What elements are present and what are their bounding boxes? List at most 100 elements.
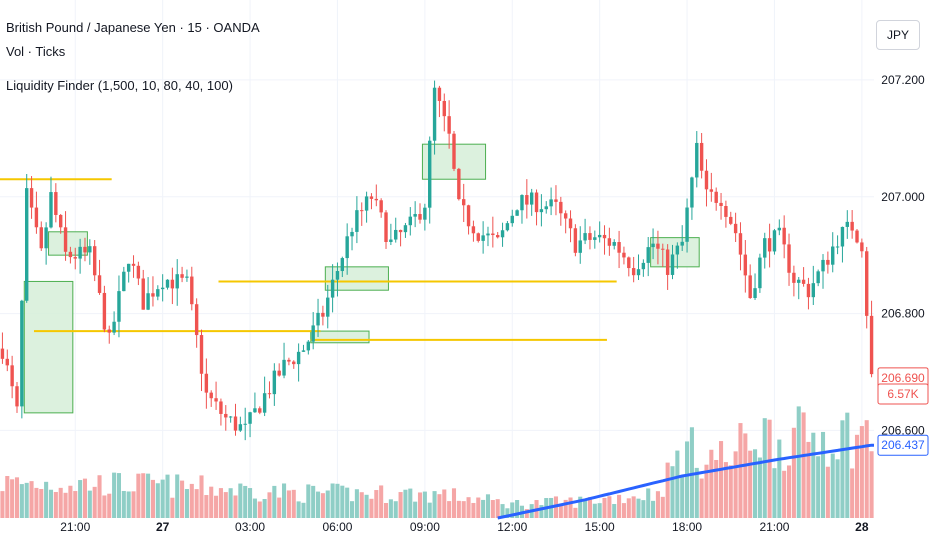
candle-body — [680, 241, 684, 246]
volume-bar — [112, 472, 117, 518]
candle-body — [83, 246, 87, 253]
volume-bar — [184, 489, 189, 518]
volume-bar — [437, 494, 442, 518]
candle-body — [685, 207, 689, 242]
candle — [151, 276, 155, 307]
candle-body — [486, 233, 490, 236]
candle-body — [228, 416, 233, 418]
candle — [656, 230, 660, 265]
volume-bar — [568, 497, 573, 518]
candle-body — [389, 239, 393, 242]
candle — [326, 284, 330, 329]
candle-body — [534, 192, 539, 213]
candle-body — [262, 393, 267, 413]
liquidity-zones — [23, 143, 700, 414]
candle-body — [661, 248, 665, 250]
candle-body — [214, 398, 218, 402]
candle — [141, 269, 145, 310]
candle — [301, 344, 306, 352]
candle — [767, 223, 772, 268]
volume-bar — [816, 456, 821, 518]
candle-body — [423, 207, 427, 220]
candle — [690, 176, 694, 220]
candle-body — [719, 202, 723, 207]
volume-bar — [209, 486, 214, 518]
candle-body — [190, 276, 194, 305]
candle-body — [126, 263, 131, 272]
candle-body — [253, 408, 257, 413]
candle-body — [835, 246, 840, 248]
candle — [714, 187, 718, 211]
volume-bar — [621, 503, 626, 518]
candle — [204, 358, 209, 409]
volume-bar — [796, 406, 801, 518]
volume-bar — [194, 489, 199, 518]
volume-bar — [786, 465, 792, 518]
volume-bar — [374, 490, 379, 518]
volume-bar — [335, 483, 340, 518]
candle-body — [505, 223, 510, 231]
time-axis-label: 21:00 — [60, 520, 90, 534]
candle — [306, 340, 311, 355]
volume-bar — [14, 477, 20, 518]
volume-bar — [675, 450, 680, 518]
price-axis-label: 207.200 — [881, 73, 925, 87]
volume-ma-tag — [877, 434, 929, 456]
candle-body — [209, 392, 213, 399]
volume-bar — [612, 503, 617, 518]
candle-body — [224, 413, 228, 418]
candle-body — [500, 230, 505, 238]
currency-button[interactable]: JPY — [876, 20, 920, 50]
symbol-legend[interactable]: British Pound / Japanese Yen · 15 · OAND… — [6, 20, 260, 35]
candle-body — [748, 275, 752, 298]
candle-body — [146, 293, 150, 310]
candle-body — [44, 227, 48, 249]
candle — [622, 246, 626, 265]
candle — [379, 198, 383, 218]
candle — [680, 225, 684, 251]
volume-bar — [68, 485, 73, 518]
volume-bar — [82, 478, 88, 518]
candle — [491, 216, 495, 248]
candle-body — [525, 195, 529, 205]
candle — [277, 363, 281, 377]
volume-bar — [214, 495, 219, 518]
volume-bar — [539, 505, 544, 518]
candle — [636, 254, 641, 280]
candle — [248, 411, 252, 438]
last-price-label: 206.690 — [881, 371, 925, 385]
candle — [534, 189, 539, 226]
candle-body — [466, 205, 471, 227]
candle — [428, 136, 432, 224]
candle-body — [491, 233, 495, 236]
candle — [88, 239, 92, 265]
liquidity-zone — [650, 237, 700, 268]
volume-bar — [311, 485, 316, 518]
candle-body — [811, 283, 816, 298]
volume-bar — [39, 488, 44, 518]
candle — [330, 264, 335, 313]
candle — [296, 343, 301, 382]
volume-bar — [869, 451, 874, 518]
candle-body — [631, 268, 636, 276]
indicator-legend[interactable]: Liquidity Finder (1,500, 10, 80, 40, 100… — [6, 78, 233, 93]
candle — [505, 221, 510, 232]
candle-body — [806, 283, 811, 298]
candle — [5, 349, 9, 372]
candle — [360, 202, 364, 226]
volume-bar — [398, 492, 403, 518]
candle — [840, 226, 845, 263]
volume-legend[interactable]: Vol · Ticks — [6, 44, 66, 59]
candle-body — [777, 227, 782, 231]
candle-body — [763, 238, 767, 258]
candle — [612, 239, 616, 250]
volume-bar — [733, 451, 738, 518]
candle-body — [185, 276, 189, 278]
candle — [39, 221, 43, 251]
candle-body — [160, 287, 165, 290]
candle — [253, 392, 257, 413]
time-axis-label: 15:00 — [585, 520, 615, 534]
candle-body — [340, 258, 345, 272]
candle — [661, 243, 665, 267]
